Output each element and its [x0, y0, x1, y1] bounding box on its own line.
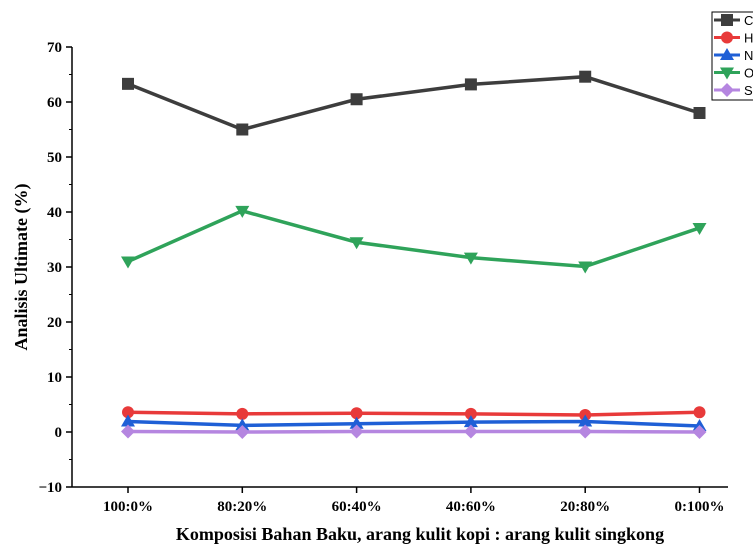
series-line-c	[128, 77, 700, 130]
data-point-c	[122, 78, 134, 90]
legend-marker	[721, 14, 733, 26]
y-tick-label: 70	[47, 40, 62, 56]
data-point-c	[236, 124, 248, 136]
axes: −10 0 10 20 30 40 50 60 70 100:0% 80:20% 60:40% 40:6…	[38, 40, 728, 515]
legend-label: N	[744, 48, 753, 63]
x-tick-label: 0:100%	[675, 499, 725, 515]
x-tick-label: 60:40%	[332, 499, 382, 515]
series-line-h	[128, 412, 700, 415]
series-line-n	[128, 422, 700, 426]
series-n	[121, 415, 707, 431]
legend-label: C	[744, 13, 753, 28]
data-point-c	[351, 93, 363, 105]
data-point-c	[579, 71, 591, 83]
series-line-o	[128, 211, 700, 267]
data-point-h	[694, 406, 706, 418]
legend-marker	[721, 32, 733, 44]
data-point-s	[121, 424, 135, 438]
series-line-s	[128, 431, 700, 432]
y-tick-label: 20	[47, 315, 62, 331]
y-tick-label: 60	[47, 95, 62, 111]
y-tick-label: −10	[38, 480, 62, 496]
x-tick-label: 80:20%	[217, 499, 267, 515]
legend-label: S	[744, 83, 753, 98]
data-point-o	[121, 257, 135, 269]
data-point-h	[236, 408, 248, 420]
x-axis-title: Komposisi Bahan Baku, arang kulit kopi :…	[176, 524, 664, 544]
series-s	[121, 424, 707, 439]
y-tick-label: 10	[47, 370, 62, 386]
x-tick-label: 40:60%	[446, 499, 496, 515]
legend-label: O	[744, 66, 753, 81]
y-tick-label: 50	[47, 150, 62, 166]
series-c	[122, 71, 706, 136]
y-tick-label: 0	[55, 425, 63, 441]
y-tick-label: 40	[47, 205, 62, 221]
x-tick-label: 100:0%	[103, 499, 153, 515]
y-tick-label: 30	[47, 260, 62, 276]
series-layer	[121, 71, 707, 439]
series-h	[122, 406, 706, 421]
x-tick-label: 20:80%	[560, 499, 610, 515]
series-o	[121, 206, 707, 274]
legend-label: H	[744, 31, 753, 46]
data-point-c	[694, 107, 706, 119]
data-point-c	[465, 78, 477, 90]
y-axis-title: Analisis Ultimate (%)	[11, 184, 32, 351]
data-point-s	[578, 424, 592, 438]
